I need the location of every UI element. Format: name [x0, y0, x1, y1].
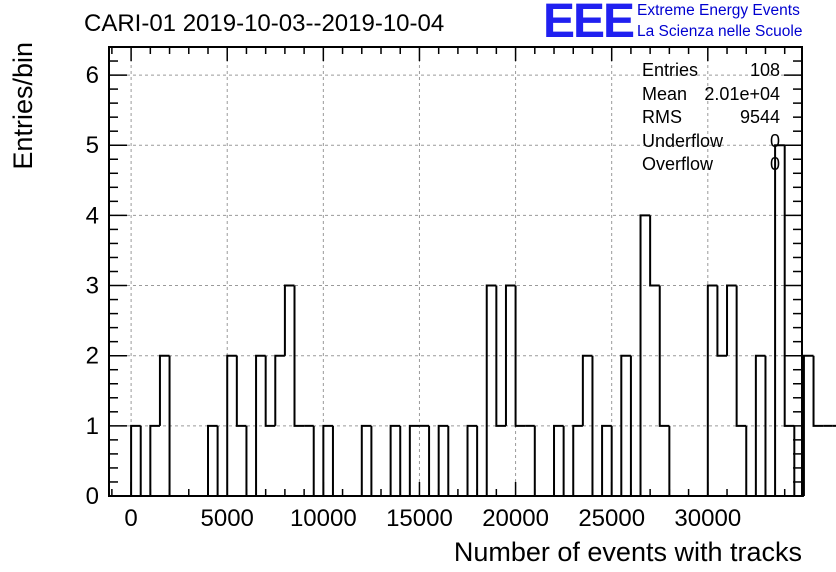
histogram-bin [216, 425, 228, 497]
histogram-bin [774, 144, 785, 496]
histogram-bin [139, 425, 151, 497]
histogram-bin [408, 424, 420, 496]
grid-lines [109, 47, 802, 496]
stat-value: 9544 [739, 107, 780, 127]
x-tick-label: 30000 [674, 505, 741, 532]
histogram-bin [360, 424, 372, 496]
histogram-bin [658, 285, 670, 427]
eee-logo-mark: EEE [543, 0, 635, 48]
histogram-bin [235, 355, 247, 427]
histogram-bin [495, 285, 506, 427]
histogram-bin [149, 424, 160, 496]
histogram-bin [572, 424, 583, 496]
histogram-bin [812, 355, 824, 427]
stat-label: RMS [642, 107, 682, 127]
histogram-bin [264, 355, 276, 427]
stat-entries: Entries 108 [642, 59, 780, 83]
stat-value: 2.01e+04 [704, 83, 780, 104]
stat-mean: Mean 2.01e+04 [642, 83, 780, 107]
histogram-bin [447, 425, 458, 497]
histogram-bin [504, 284, 516, 426]
histogram-bin [802, 354, 814, 496]
histogram-bin [476, 425, 487, 497]
stat-rms: RMS 9544 [642, 106, 780, 130]
histogram-bin [437, 424, 449, 496]
histogram-bin [322, 424, 333, 496]
stats-box: Entries 108 Mean 2.01e+04 RMS 9544 Under… [642, 59, 780, 177]
x-tick-label: 10000 [290, 505, 357, 532]
histogram-bin [620, 354, 631, 496]
histogram-bin [533, 425, 545, 497]
y-tick-label: 2 [86, 343, 99, 370]
histogram-bin [293, 285, 305, 427]
x-tick-label: 5000 [201, 505, 254, 532]
histogram-bin [399, 425, 410, 497]
stat-label: Mean [642, 83, 688, 104]
stat-label: Entries [642, 60, 699, 80]
histogram-bin [428, 425, 439, 497]
histogram-bin [255, 354, 266, 496]
tick-labels: 0 5000 10000 15000 20000 25000 30000 0 1 2 3 4 5 6 [86, 62, 742, 532]
histogram-bin [331, 425, 343, 497]
histogram-bin [226, 354, 237, 496]
x-tick-label: 25000 [578, 505, 645, 532]
y-axis-label: Entries/bin [8, 42, 38, 170]
histogram-bin [754, 354, 766, 496]
y-tick-label: 5 [86, 132, 99, 159]
x-axis-label: Number of events with tracks [454, 537, 802, 567]
histogram-bin [274, 354, 285, 426]
histogram-bin [130, 424, 141, 496]
histogram-bin [370, 425, 382, 497]
y-tick-label: 6 [86, 62, 99, 89]
y-tick-label: 4 [86, 202, 99, 229]
histogram-bin [245, 425, 257, 497]
histogram-bin [610, 425, 622, 497]
histogram-bin [158, 354, 170, 426]
stat-underflow: Underflow 0 [642, 130, 780, 154]
histogram-bin [716, 285, 728, 357]
histogram-bin [706, 284, 718, 496]
x-tick-label: 0 [124, 505, 137, 532]
histogram-bin [745, 425, 756, 497]
histogram-bin [649, 215, 660, 287]
x-tick-label: 15000 [386, 505, 453, 532]
histogram-bin [485, 284, 497, 496]
chart-title: CARI-01 2019-10-03--2019-10-04 [84, 10, 445, 37]
y-tick-label: 3 [86, 273, 99, 300]
stat-value: 0 [769, 130, 780, 151]
stat-overflow: Overflow 0 [642, 153, 780, 177]
histogram-bin [735, 285, 747, 427]
stat-label: Overflow [642, 154, 714, 174]
y-tick-label: 1 [86, 413, 99, 440]
histogram-bin [207, 424, 218, 496]
histogram-bin [283, 284, 295, 356]
logo-line-1: Extreme Energy Events [637, 2, 800, 19]
histogram-bin [581, 354, 593, 426]
histogram-bin [553, 424, 564, 496]
histogram-bin [639, 214, 651, 496]
histogram-bin [389, 424, 401, 496]
stat-value: 108 [749, 60, 780, 80]
stat-label: Underflow [642, 130, 724, 151]
logo-line-2: La Scienza nelle Scuole [637, 23, 803, 40]
stat-value: 0 [769, 154, 780, 174]
histogram-bin [601, 424, 612, 496]
y-tick-label: 0 [86, 483, 99, 510]
histogram-bin [466, 424, 478, 496]
histogram-bin [668, 425, 679, 497]
x-tick-label: 20000 [482, 505, 549, 532]
histogram-bin [312, 425, 324, 497]
histogram-bin [726, 284, 737, 356]
histogram-bin [514, 285, 526, 427]
axis-ticks [109, 46, 802, 497]
histogram-bin [562, 425, 574, 497]
